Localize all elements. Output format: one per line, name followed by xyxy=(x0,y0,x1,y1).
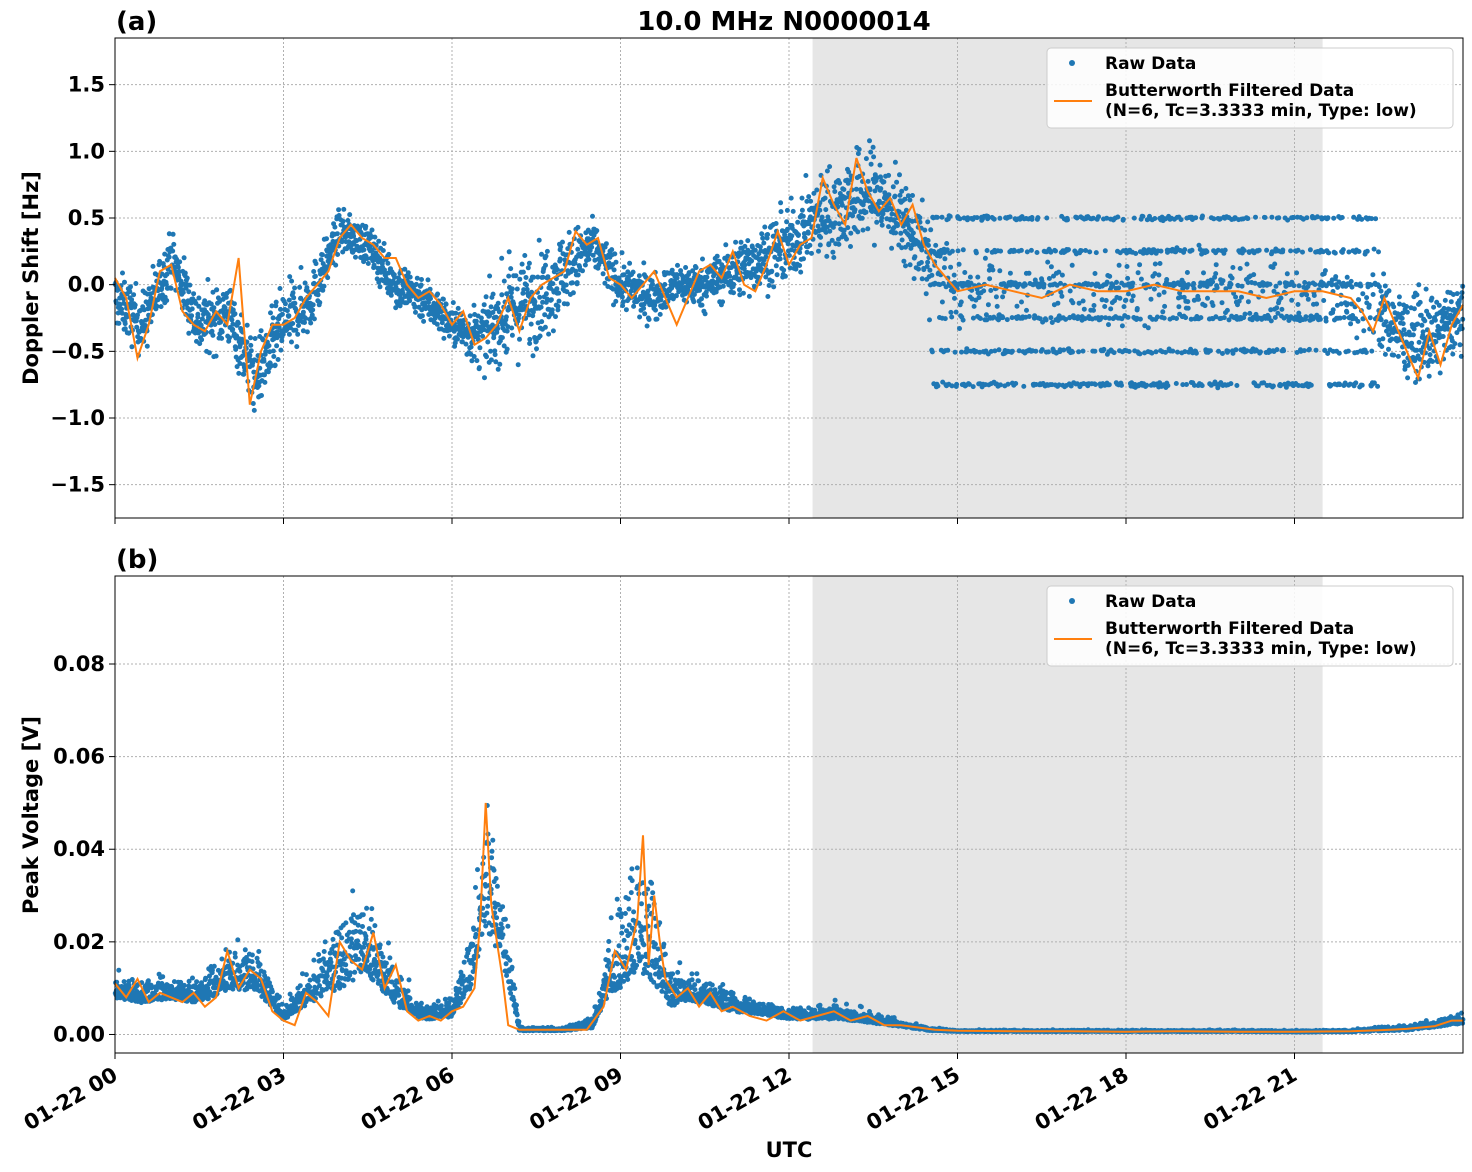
panel-a-legend-raw-marker xyxy=(1069,60,1075,66)
panel-b-legend-raw-marker xyxy=(1069,598,1075,604)
panel-a-ytick-label-4: 0.5 xyxy=(68,206,105,230)
xtick-label-7: 01-22 21 xyxy=(1199,1063,1301,1136)
panel-b-ytick-label-3: 0.06 xyxy=(53,745,105,769)
panel-a-legend-filtered-label: Butterworth Filtered Data xyxy=(1105,81,1354,101)
panel-b-ytick-label-4: 0.08 xyxy=(53,652,105,676)
panel-b-y-axis-label: Peak Voltage [V] xyxy=(19,716,43,914)
panel-a-ytick-label-1: −1.0 xyxy=(50,406,105,430)
panel-b-legend: Raw Data Butterworth Filtered Data(N=6, T… xyxy=(1046,585,1454,667)
xtick-label-4: 01-22 12 xyxy=(694,1063,796,1136)
panel-b-label: (b) xyxy=(116,545,158,575)
figure-title: 10.0 MHz N0000014 xyxy=(637,7,930,37)
xtick-label-5: 01-22 15 xyxy=(862,1063,964,1136)
panel-a-legend-box xyxy=(1046,47,1454,129)
xtick-label-6: 01-22 18 xyxy=(1031,1063,1133,1136)
panel-a-legend-raw-label: Raw Data xyxy=(1105,54,1196,74)
panel-b-ytick-label-0: 0.00 xyxy=(53,1022,105,1046)
panel-a-y-axis-label: Doppler Shift [Hz] xyxy=(19,171,43,385)
xtick-label-1: 01-22 03 xyxy=(188,1063,290,1136)
panel-b-y-ticks: 0.00 0.02 0.04 0.06 0.08 xyxy=(53,652,115,1046)
panel-b-x-ticks: 01-22 00 01-22 03 01-22 06 01-22 09 01-22 12… xyxy=(20,1053,1301,1135)
panel-a-ytick-label-5: 1.0 xyxy=(68,139,105,163)
panel-a-filtered-line xyxy=(114,157,1464,405)
xtick-label-0: 01-22 00 xyxy=(20,1063,122,1136)
xtick-label-3: 01-22 09 xyxy=(525,1063,627,1136)
panel-a-doppler: −1.5 −1.0 −0.5 0.0 0.5 1.0 1.5 (a) 10.0 MHz N0… xyxy=(19,7,1466,524)
panel-b-filtered-line xyxy=(114,802,1463,1033)
panel-a-ytick-label-3: 0.0 xyxy=(68,273,105,297)
panel-a-y-ticks: −1.5 −1.0 −0.5 0.0 0.5 1.0 1.5 xyxy=(50,73,115,497)
panel-a-ytick-label-0: −1.5 xyxy=(50,473,105,497)
panel-a-x-ticks xyxy=(114,518,1295,524)
panel-b-legend-box xyxy=(1046,585,1454,667)
panel-b-peak-voltage: 0.000.020.040.060.08 01-22 00 01-22 03 01-… xyxy=(19,545,1466,1162)
panel-a-legend: Raw Data Butterworth Filtered Data(N=6, T… xyxy=(1046,47,1454,129)
panel-b-ytick-label-2: 0.04 xyxy=(53,837,105,861)
panel-b-ytick-label-1: 0.02 xyxy=(53,930,105,954)
panel-b-legend-filtered-label: Butterworth Filtered Data xyxy=(1105,619,1354,639)
xtick-label-2: 01-22 06 xyxy=(357,1063,459,1136)
x-axis-label: UTC xyxy=(766,1138,813,1162)
panel-b-legend-filtered-params: (N=6, Tc=3.3333 min, Type: low) xyxy=(1105,639,1417,659)
panel-a-legend-filtered-params: (N=6, Tc=3.3333 min, Type: low) xyxy=(1105,101,1417,121)
panel-a-label: (a) xyxy=(116,7,157,37)
panel-b-legend-raw-label: Raw Data xyxy=(1105,592,1196,612)
panel-a-ytick-label-6: 1.5 xyxy=(68,73,105,97)
panel-a-ytick-label-2: −0.5 xyxy=(50,339,105,363)
